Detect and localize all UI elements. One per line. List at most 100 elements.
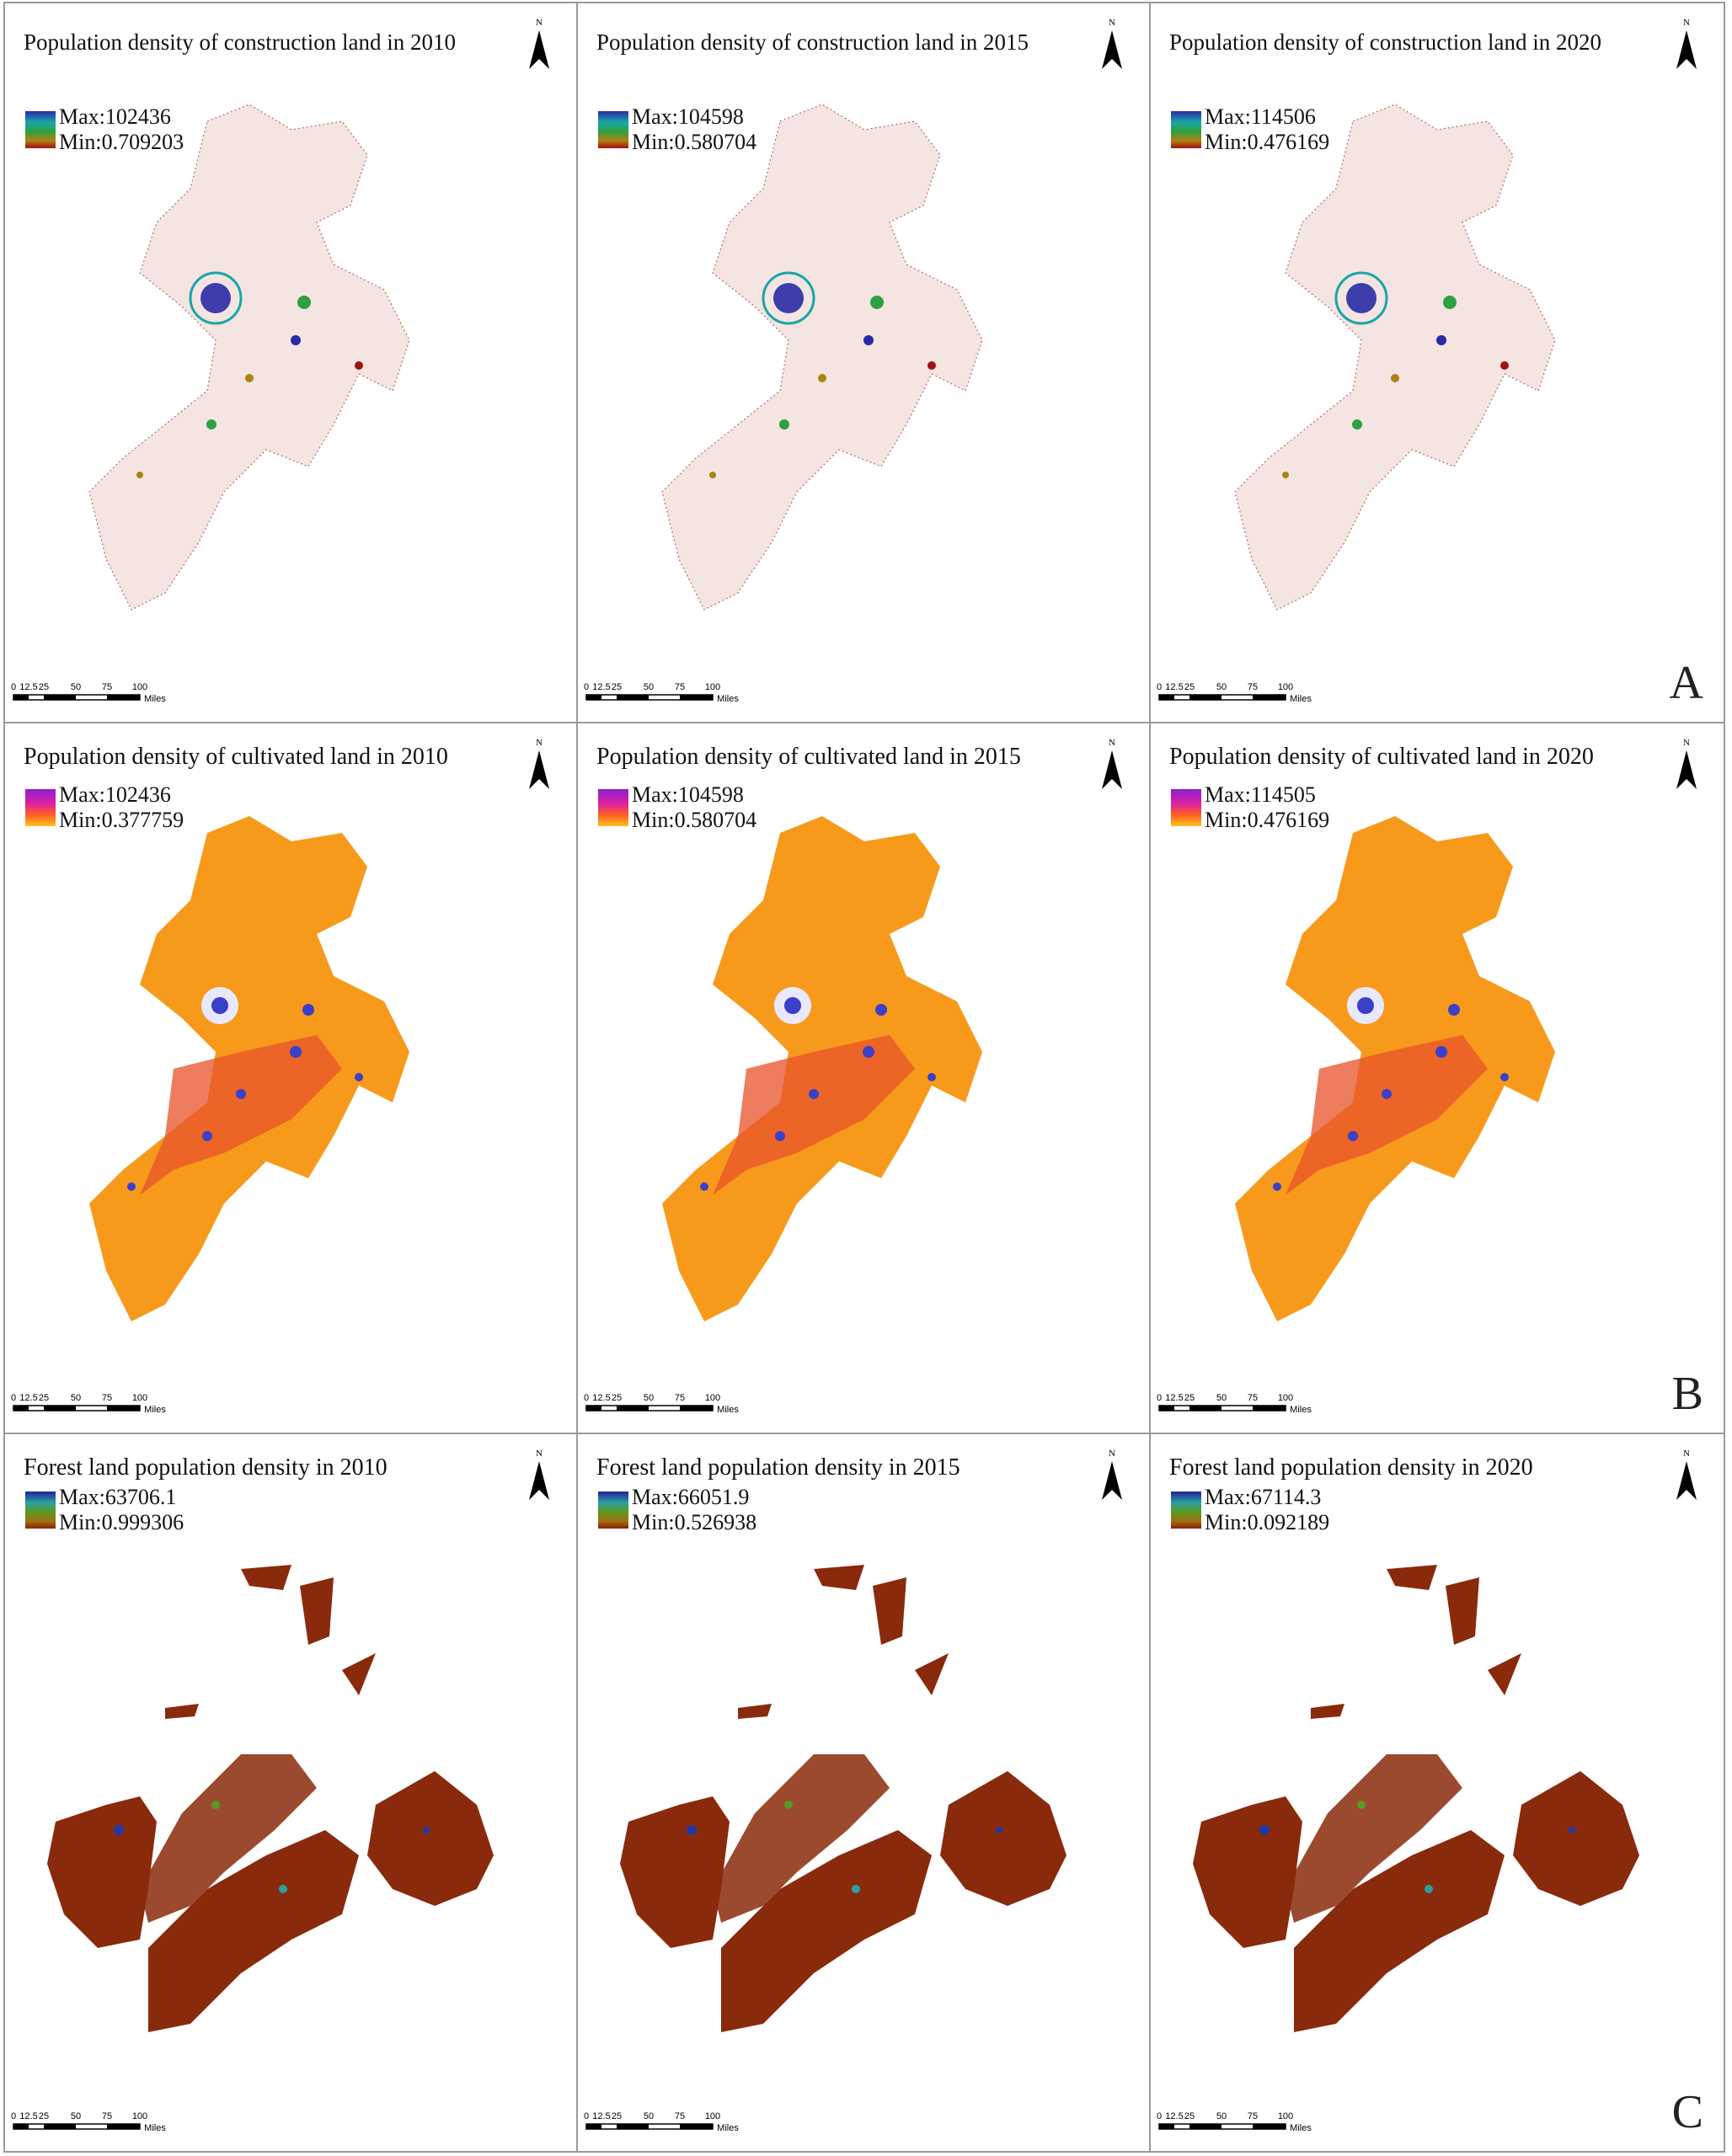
panel-title: Forest land population density in 2015 [596,1454,960,1481]
legend-min: Min:0.476169 [1205,130,1330,154]
scale-tick: 0 [1157,682,1162,692]
density-map-construction [88,104,410,611]
north-arrow-icon: N [1102,18,1122,69]
scale-tick: 75 [675,1393,685,1403]
scale-unit: Miles [144,2123,166,2133]
scale-tick: 25 [39,1393,49,1403]
legend-min: Min:0.526938 [632,1510,757,1534]
legend-max: Max:67114.3 [1205,1485,1322,1509]
density-map-forest [620,1565,1066,2032]
legend-color-ramp [25,789,56,826]
scale-unit: Miles [144,1405,166,1415]
scale-tick: 25 [612,2111,622,2121]
scale-tick: 12.5 [1165,682,1183,692]
scale-tick: 25 [1184,1393,1195,1403]
scale-tick: 12.5 [592,1393,610,1403]
scale-bar: 0 12.5 25 50 75 100 Miles [584,682,739,704]
legend-color-ramp [598,789,628,826]
scale-tick: 50 [71,682,81,692]
density-map-forest [47,1565,494,2032]
scale-tick: 75 [102,1393,112,1403]
scale-unit: Miles [1290,694,1312,704]
panel-forest-2020: Forest land population density in 2020 M… [1151,1434,1724,2151]
panel-title: Population density of cultivated land in… [1169,744,1594,770]
scale-tick: 100 [1278,1393,1293,1403]
north-arrow-icon: N [1676,18,1697,69]
scale-tick: 12.5 [19,2111,37,2121]
scale-bar: 0 12.5 25 50 75 100 Miles [11,682,166,704]
scale-tick: 12.5 [592,682,610,692]
north-label: N [1109,738,1115,748]
density-map-cultivated [89,816,409,1321]
scale-tick: 0 [1157,2111,1162,2121]
scale-tick: 50 [1216,682,1227,692]
legend: Max:66051.9 Min:0.526938 [598,1485,756,1535]
legend: Max:114506 Min:0.476169 [1171,104,1329,155]
legend-min: Min:0.476169 [1205,808,1330,832]
scale-tick: 12.5 [592,2111,610,2121]
legend-min: Min:0.580704 [632,808,757,832]
scale-bar: 0 12.5 25 50 75 100 Miles [584,2111,739,2133]
north-label: N [536,738,543,748]
panel-cultivated-2010: Population density of cultivated land in… [5,723,578,1434]
legend: Max:104598 Min:0.580704 [598,782,756,833]
panel-construction-2020: Population density of construction land … [1151,3,1724,723]
scale-unit: Miles [717,694,739,704]
scale-tick: 12.5 [19,682,37,692]
scale-tick: 25 [612,682,622,692]
scale-unit: Miles [717,2123,739,2133]
panel-title: Population density of cultivated land in… [24,744,448,770]
north-arrow-icon: N [529,738,549,789]
panel-title: Population density of construction land … [24,29,456,55]
row-letter-a: A [1669,657,1703,709]
panel-cultivated-2020: Population density of cultivated land in… [1151,723,1724,1434]
row-letter-b: B [1671,1368,1703,1420]
scale-tick: 100 [132,2111,147,2121]
scale-tick: 50 [71,2111,81,2121]
scale-tick: 0 [584,682,589,692]
north-label: N [1683,738,1690,748]
scale-tick: 75 [1248,1393,1258,1403]
legend: Max:114505 Min:0.476169 [1171,782,1329,833]
scale-tick: 75 [675,682,685,692]
scale-tick: 0 [1157,1393,1162,1403]
legend-max: Max:114506 [1205,104,1316,129]
legend-color-ramp [1171,111,1201,148]
north-label: N [536,18,543,28]
legend-max: Max:102436 [59,782,171,807]
density-map-construction [661,104,983,611]
legend-min: Min:0.999306 [59,1510,184,1534]
legend: Max:102436 Min:0.377759 [25,782,184,833]
scale-bar: 0 12.5 25 50 75 100 Miles [584,1393,739,1415]
density-map-forest [1193,1565,1639,2032]
scale-tick: 50 [1216,2111,1227,2121]
scale-tick: 100 [705,2111,720,2121]
scale-tick: 0 [11,682,16,692]
panel-forest-2015: Forest land population density in 2015 M… [578,1434,1151,2151]
panel-construction-2015: Population density of construction land … [578,3,1151,723]
scale-bar: 0 12.5 25 50 75 100 Miles [1157,1393,1312,1415]
figure-grid: Population density of construction land … [3,2,1725,2153]
panel-title: Population density of construction land … [596,29,1029,55]
legend: Max:67114.3 Min:0.092189 [1171,1485,1329,1535]
scale-tick: 100 [705,682,720,692]
legend-color-ramp [598,1492,628,1529]
scale-tick: 25 [1184,682,1195,692]
scale-tick: 0 [584,1393,589,1403]
scale-unit: Miles [1290,1405,1312,1415]
scale-tick: 50 [644,2111,654,2121]
scale-tick: 100 [1278,2111,1293,2121]
legend-min: Min:0.092189 [1205,1510,1330,1534]
panel-title: Population density of construction land … [1169,29,1601,55]
legend: Max:102436 Min:0.709203 [25,104,184,155]
scale-tick: 100 [132,1393,147,1403]
row-letter-c: C [1671,2086,1703,2138]
legend-min: Min:0.580704 [632,130,757,154]
density-map-cultivated [662,816,982,1321]
north-arrow-icon: N [1676,1449,1697,1500]
scale-bar: 0 12.5 25 50 75 100 Miles [11,1393,166,1415]
scale-tick: 75 [102,2111,112,2121]
scale-tick: 12.5 [1165,1393,1183,1403]
scale-tick: 25 [1184,2111,1195,2121]
legend-color-ramp [1171,789,1201,826]
